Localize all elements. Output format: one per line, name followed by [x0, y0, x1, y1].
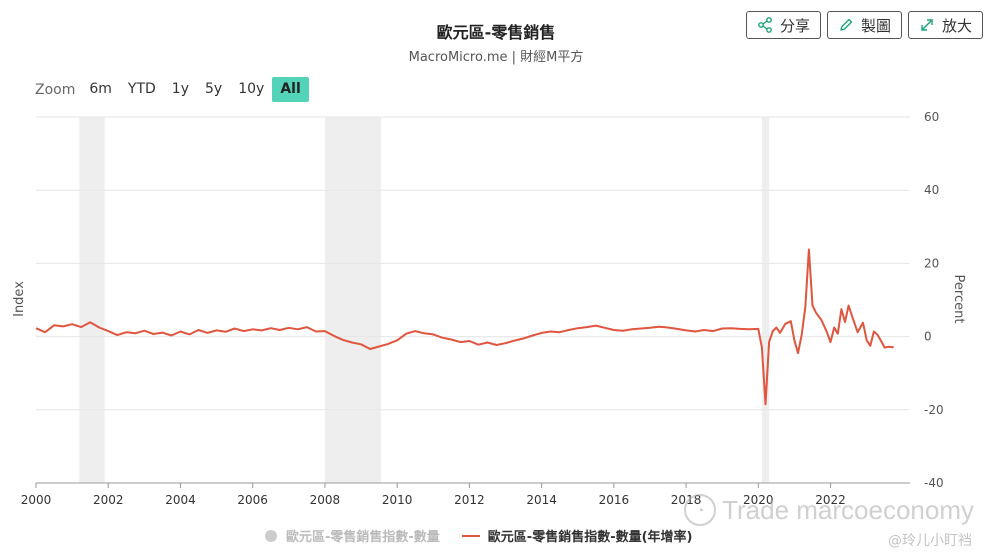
zoom-label: Zoom: [35, 81, 76, 98]
x-tick-label: 2000: [21, 493, 52, 507]
zoom-6m-button[interactable]: 6m: [89, 81, 112, 97]
right-axis-label: Percent: [951, 275, 966, 324]
y-tick-label: 0: [924, 330, 932, 344]
legend-item-yoy[interactable]: 歐元區-零售銷售指數-數量(年增率): [461, 526, 693, 545]
y-tick-label: 20: [924, 256, 939, 270]
draw-button[interactable]: 製圖: [826, 11, 902, 39]
expand-label: 放大: [941, 16, 972, 35]
x-tick-label: 2006: [237, 493, 268, 507]
y-tick-label: 40: [924, 183, 939, 197]
zoom-selector: Zoom 6m YTD 1y 5y 10y All: [35, 77, 309, 102]
draw-label: 製圖: [860, 16, 891, 35]
recession-band-1: [324, 117, 381, 483]
y-tick-label: 60: [924, 110, 939, 124]
x-tick-label: 2010: [382, 493, 413, 507]
x-tick-label: 2004: [165, 493, 196, 507]
x-tick-label: 2016: [599, 493, 630, 507]
zoom-1y-button[interactable]: 1y: [171, 81, 189, 97]
recession-band-2: [761, 117, 770, 483]
zoom-10y-button[interactable]: 10y: [238, 81, 265, 97]
recession-band-0: [79, 117, 105, 483]
legend-label-yoy: 歐元區-零售銷售指數-數量(年增率): [487, 530, 693, 545]
zoom-all-button[interactable]: All: [272, 77, 309, 102]
share-icon: [757, 17, 773, 33]
legend-label-index: 歐元區-零售銷售指數-數量: [286, 530, 440, 545]
series-line-yoy: [35, 248, 894, 406]
grid-lines: [36, 116, 910, 484]
y-tick-label: -40: [924, 476, 944, 490]
series-layer: [35, 248, 894, 406]
x-tick-label: 2022: [815, 493, 846, 507]
chart-subtitle: MacroMicro.me | 財經M平方: [408, 50, 584, 65]
expand-button[interactable]: 放大: [907, 11, 983, 39]
legend-line-icon: [461, 534, 480, 537]
toolbar: 分享 製圖 放大: [745, 11, 983, 39]
share-label: 分享: [779, 16, 810, 35]
x-tick-label: 2020: [743, 493, 774, 507]
expand-icon: [919, 17, 935, 33]
x-tick-label: 2002: [93, 493, 124, 507]
legend: 歐元區-零售銷售指數-數量 歐元區-零售銷售指數-數量(年增率): [265, 526, 714, 545]
legend-dot-icon: [265, 529, 277, 542]
left-axis-label: Index: [12, 281, 27, 317]
y-axis-ticks: 60 40 20 0 -20 -40: [924, 110, 944, 490]
recession-bands: [79, 117, 770, 483]
x-tick-label: 2008: [310, 493, 341, 507]
share-button[interactable]: 分享: [745, 11, 821, 39]
zoom-ytd-button[interactable]: YTD: [127, 81, 156, 97]
zoom-5y-button[interactable]: 5y: [205, 81, 223, 97]
pencil-icon: [838, 17, 854, 33]
y-tick-label: -20: [924, 403, 944, 417]
x-axis-ticks: 2000 2002 2004 2006 2008 2010 2012 2014 2016 2018…: [21, 483, 846, 507]
x-tick-label: 2018: [671, 493, 702, 507]
legend-item-index[interactable]: 歐元區-零售銷售指數-數量: [265, 526, 440, 545]
x-tick-label: 2014: [526, 493, 557, 507]
x-tick-label: 2012: [454, 493, 485, 507]
chart-title: 歐元區-零售銷售: [436, 23, 556, 42]
